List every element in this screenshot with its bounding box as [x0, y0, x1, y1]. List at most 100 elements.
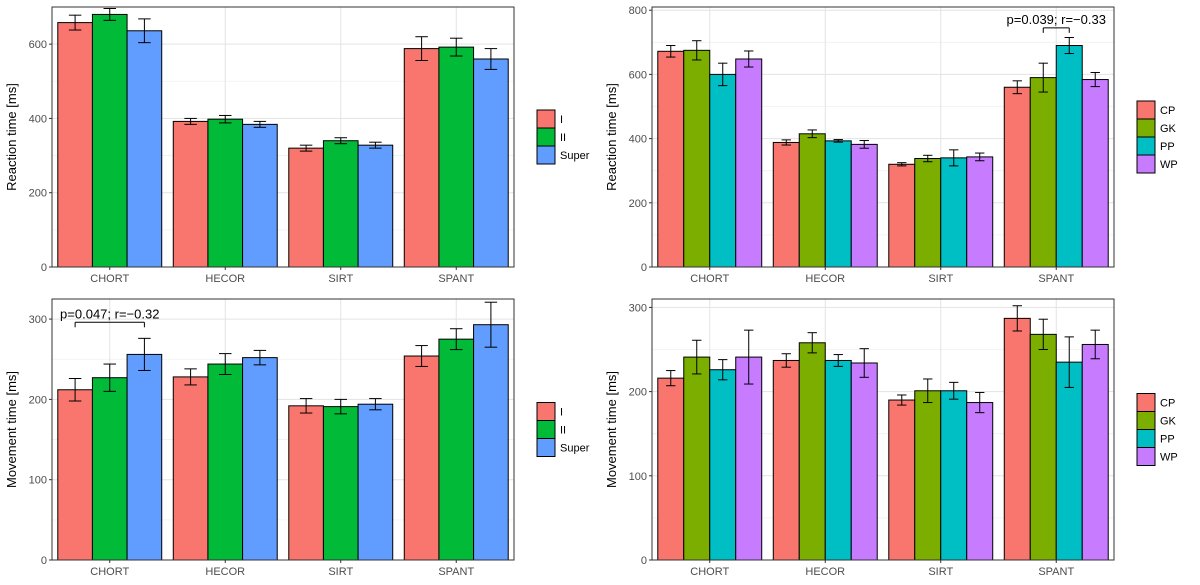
legend-label: I	[560, 114, 563, 126]
legend-label: II	[560, 425, 566, 437]
bar-spant-pp	[1055, 361, 1083, 561]
bar-spant-gk	[1029, 333, 1057, 561]
legend-label: I	[560, 407, 563, 419]
legend-key-super	[536, 145, 556, 165]
legend-key-super	[536, 438, 556, 457]
legend-key-wp	[1136, 447, 1156, 466]
y-axis-label: Reaction time [ms]	[4, 83, 19, 191]
bar-chort-gk	[683, 356, 711, 561]
x-tick-label: HECOR	[805, 566, 845, 578]
legend-label: Super	[560, 150, 590, 162]
y-tick-label: 0	[641, 555, 647, 567]
legend-label: PP	[1160, 141, 1175, 153]
bar-chort-i	[57, 22, 93, 268]
x-tick-label: SIRT	[928, 566, 953, 578]
bar-hecor-ii	[207, 363, 244, 561]
y-tick-label: 0	[641, 262, 647, 274]
legend-label: II	[560, 132, 566, 144]
bar-spant-i	[403, 355, 440, 561]
y-axis-label: Reaction time [ms]	[604, 83, 619, 191]
x-tick-label: SIRT	[928, 273, 953, 285]
bar-chort-wp	[735, 58, 763, 268]
y-tick-label: 800	[629, 5, 647, 17]
bar-chort-cp	[657, 50, 685, 268]
legend-key-pp	[1136, 136, 1156, 156]
bar-sirt-ii	[322, 406, 359, 561]
legend-label: PP	[1160, 434, 1175, 446]
bar-sirt-super	[357, 403, 394, 561]
plot-border	[651, 298, 1115, 561]
bar-hecor-cp	[772, 141, 800, 268]
legend-label: WP	[1160, 452, 1178, 464]
y-axis-label: Movement time [ms]	[4, 371, 19, 488]
bar-sirt-wp	[966, 402, 994, 561]
legend-key-cp	[1136, 393, 1156, 412]
bar-chort-i	[57, 389, 93, 561]
y-tick-label: 300	[29, 314, 47, 326]
bar-spant-cp	[1003, 86, 1031, 268]
y-tick-label: 600	[29, 39, 47, 51]
bar-hecor-pp	[824, 140, 852, 268]
panel-bottom-right: 0 100 200 300 CHORT HECOR SIRT SPANT Movement ti…	[604, 298, 1178, 578]
x-tick-label: SIRT	[328, 566, 353, 578]
y-tick-label: 100	[629, 471, 647, 483]
y-tick-label: 100	[29, 475, 47, 487]
legend-key-i	[536, 109, 556, 129]
bar-hecor-super	[242, 123, 278, 268]
bar-chort-ii	[91, 13, 128, 268]
y-tick-label: 600	[629, 69, 647, 81]
y-tick-label: 0	[41, 555, 47, 567]
x-tick-label: SPANT	[438, 273, 474, 285]
bar-sirt-gk	[914, 158, 942, 268]
significance-label: p=0.039; r=−0.33	[1007, 12, 1106, 27]
bar-sirt-pp	[940, 390, 968, 561]
plot-border	[51, 6, 515, 268]
legend-key-i	[536, 402, 556, 421]
bar-hecor-i	[172, 120, 209, 268]
bar-sirt-i	[288, 405, 324, 561]
legend-label: Super	[560, 443, 590, 455]
bar-hecor-i	[172, 376, 209, 561]
x-tick-label: CHORT	[690, 566, 729, 578]
bar-chort-super	[126, 353, 163, 561]
y-tick-label: 400	[629, 134, 647, 146]
bar-sirt-super	[357, 144, 394, 268]
bar-chort-pp	[709, 369, 737, 561]
bar-hecor-wp	[850, 362, 878, 561]
bar-spant-cp	[1003, 317, 1031, 561]
bar-sirt-cp	[888, 163, 916, 268]
x-tick-label: SPANT	[438, 566, 474, 578]
bar-hecor-super	[242, 357, 278, 561]
bar-sirt-gk	[914, 390, 942, 561]
legend-label: WP	[1160, 159, 1178, 171]
bar-spant-i	[403, 48, 440, 268]
bar-spant-super	[473, 58, 509, 268]
legend-label: GK	[1160, 416, 1177, 428]
bar-spant-wp	[1081, 79, 1109, 268]
y-tick-label: 400	[29, 113, 47, 125]
bar-hecor-cp	[772, 359, 800, 561]
x-tick-label: CHORT	[90, 273, 129, 285]
legend-key-wp	[1136, 154, 1156, 174]
y-tick-label: 300	[629, 302, 647, 314]
x-tick-label: CHORT	[90, 566, 129, 578]
x-tick-label: HECOR	[805, 273, 845, 285]
y-tick-label: 200	[29, 188, 47, 200]
bar-chort-cp	[657, 377, 685, 561]
bar-hecor-gk	[798, 342, 826, 561]
bar-sirt-cp	[888, 399, 916, 561]
x-tick-label: SPANT	[1038, 273, 1074, 285]
legend-key-cp	[1136, 100, 1156, 120]
x-tick-label: SIRT	[328, 273, 353, 285]
panel-top-left: 0 200 400 600 CHORT HECOR SIRT SPANT Reaction ti…	[4, 6, 590, 285]
y-axis-label: Movement time [ms]	[604, 371, 619, 488]
bar-sirt-wp	[966, 156, 994, 268]
bar-spant-pp	[1055, 45, 1083, 268]
x-tick-label: CHORT	[690, 273, 729, 285]
bar-chort-pp	[709, 73, 737, 268]
legend-key-ii	[536, 420, 556, 439]
bar-chort-gk	[683, 49, 711, 268]
bar-chort-ii	[91, 377, 128, 561]
bar-hecor-pp	[824, 359, 852, 561]
